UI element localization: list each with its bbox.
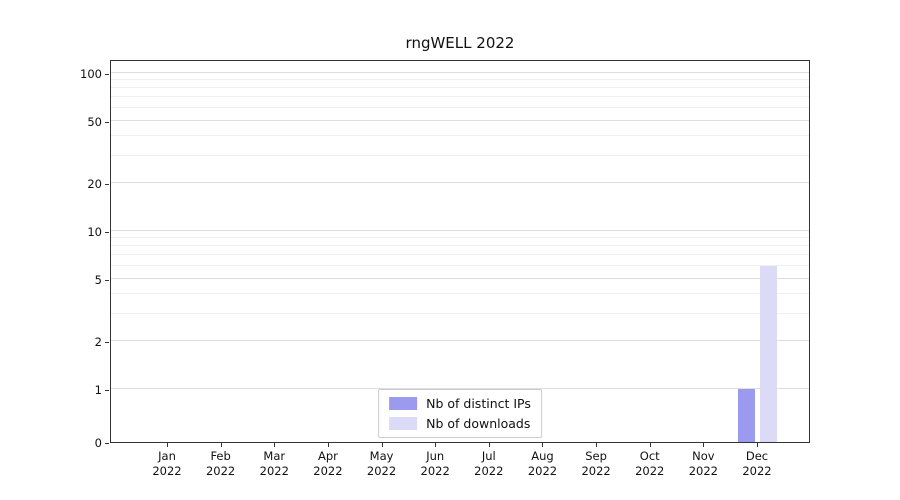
gridline-5	[111, 277, 809, 279]
gridline-20	[111, 182, 809, 184]
x-tick-mark-oct	[649, 443, 651, 447]
legend-swatch-downloads	[389, 417, 418, 430]
x-tick-label-may: May 2022	[366, 449, 397, 478]
x-tick-mark-may	[381, 443, 383, 447]
x-tick-mark-dec	[757, 443, 758, 447]
gridline-100	[111, 72, 809, 73]
x-tick-mark-apr	[327, 443, 329, 447]
y-tick-label-50: 50	[87, 114, 102, 129]
gridline-50	[111, 119, 809, 121]
x-tick-label-feb: Feb 2022	[205, 449, 236, 478]
legend-item-downloads: Nb of downloads	[389, 416, 531, 431]
x-tick-label-nov: Nov 2022	[688, 449, 718, 478]
x-tick-mark-nov	[703, 443, 705, 447]
minor-gridline-80	[111, 87, 809, 89]
legend-label-distinct-ips: Nb of distinct IPs	[426, 396, 531, 411]
minor-gridline-7	[111, 254, 809, 256]
y-tick-mark-1	[105, 390, 109, 391]
chart-title: rngWELL 2022	[405, 34, 515, 52]
minor-gridline-8	[111, 245, 809, 247]
y-tick-mark-100	[105, 74, 109, 75]
x-tick-label-sep: Sep 2022	[581, 449, 611, 478]
legend-label-downloads: Nb of downloads	[426, 416, 531, 431]
minor-gridline-90	[111, 79, 809, 81]
bar-dec-nb-of-distinct-ips	[737, 389, 755, 442]
minor-gridline-60	[111, 107, 809, 109]
legend-item-distinct-ips: Nb of distinct IPs	[389, 396, 531, 411]
x-tick-label-aug: Aug 2022	[527, 449, 558, 478]
plot-area: Nb of distinct IPs Nb of downloads	[110, 60, 810, 443]
x-tick-label-jun: Jun 2022	[420, 449, 450, 478]
y-tick-mark-20	[105, 184, 109, 186]
bar-dec-nb-of-downloads	[759, 266, 777, 442]
gridline-10	[111, 230, 809, 231]
x-tick-label-dec: Dec 2022	[742, 449, 772, 478]
y-tick-mark-10	[105, 232, 109, 233]
y-tick-label-1: 1	[94, 383, 102, 397]
x-tick-mark-feb	[220, 443, 222, 447]
minor-gridline-6	[111, 265, 809, 267]
x-tick-label-jan: Jan 2022	[152, 449, 182, 478]
y-tick-mark-5	[105, 279, 109, 281]
x-tick-mark-aug	[542, 443, 544, 447]
y-tick-label-5: 5	[94, 272, 102, 287]
x-tick-label-mar: Mar 2022	[259, 449, 289, 478]
y-tick-label-2: 2	[94, 335, 102, 350]
y-tick-label-100: 100	[80, 67, 102, 81]
minor-gridline-40	[111, 134, 809, 136]
minor-gridline-4	[111, 292, 809, 294]
x-tick-label-jul: Jul 2022	[474, 449, 504, 478]
y-tick-label-10: 10	[87, 225, 102, 239]
minor-gridline-3	[111, 312, 809, 314]
y-tick-mark-2	[105, 342, 109, 344]
gridline-2	[111, 340, 809, 342]
x-tick-label-apr: Apr 2022	[313, 449, 343, 478]
y-tick-mark-50	[105, 121, 109, 123]
minor-gridline-30	[111, 154, 809, 156]
x-tick-mark-jun	[435, 443, 437, 447]
y-tick-mark-0	[105, 443, 109, 444]
minor-gridline-70	[111, 96, 809, 98]
y-tick-label-0: 0	[94, 436, 102, 450]
y-tick-label-20: 20	[87, 177, 102, 192]
minor-gridline-9	[111, 237, 809, 239]
x-tick-label-oct: Oct 2022	[635, 449, 665, 478]
legend-swatch-distinct-ips	[389, 397, 418, 410]
legend: Nb of distinct IPs Nb of downloads	[378, 389, 542, 438]
x-tick-mark-sep	[596, 443, 598, 447]
x-tick-mark-jan	[167, 443, 168, 447]
x-tick-mark-jul	[488, 443, 490, 447]
x-tick-mark-mar	[274, 443, 276, 447]
gridline-1	[111, 388, 809, 389]
